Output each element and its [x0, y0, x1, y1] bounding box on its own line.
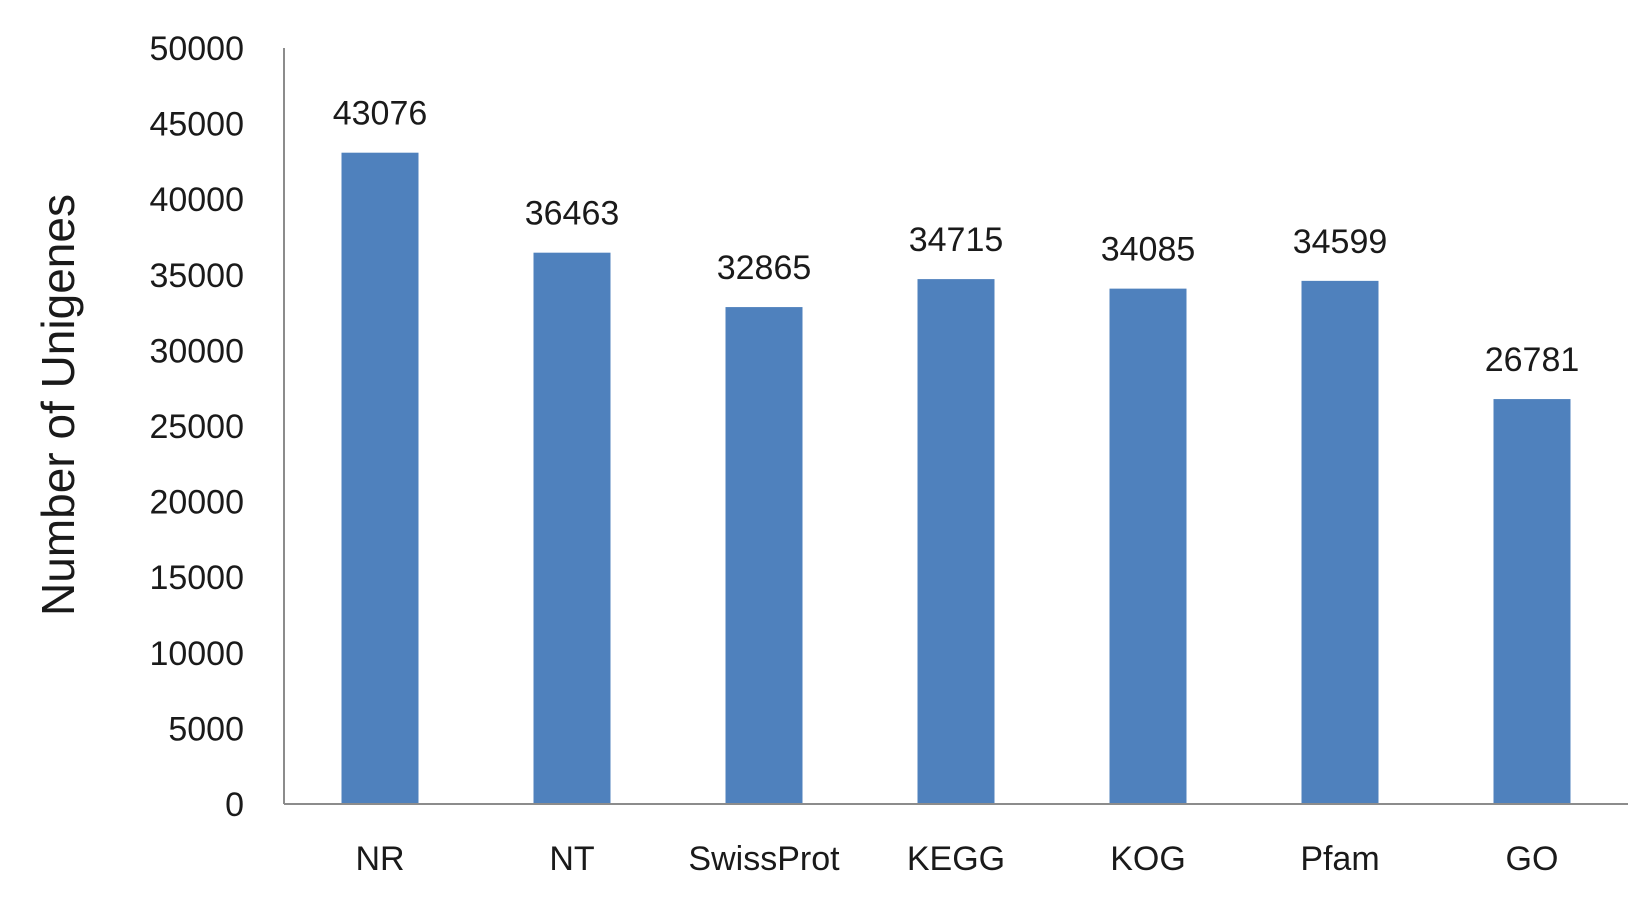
y-tick-label: 25000: [149, 408, 244, 446]
y-tick-label: 0: [225, 786, 244, 824]
data-label: 26781: [1485, 341, 1580, 379]
y-axis-title: Number of Unigenes: [32, 194, 84, 616]
y-tick-label: 40000: [149, 181, 244, 219]
data-label: 34715: [909, 221, 1004, 259]
y-tick-label: 30000: [149, 332, 244, 370]
x-tick-label: GO: [1506, 840, 1559, 878]
y-tick-label: 45000: [149, 106, 244, 144]
x-tick-label: SwissProt: [688, 840, 840, 878]
data-label: 32865: [717, 249, 812, 287]
y-axis-ticks: 0 5000 10000 15000 20000 25000 30000 35000 40000…: [149, 30, 244, 824]
y-tick-label: 50000: [149, 30, 244, 68]
bar-nr: [341, 152, 419, 804]
y-tick-label: 35000: [149, 257, 244, 295]
data-label: 34085: [1101, 231, 1196, 269]
y-tick-label: 5000: [168, 710, 244, 748]
bar-pfam: [1301, 280, 1379, 804]
bar-swissprot: [725, 307, 803, 804]
bar-kegg: [917, 279, 995, 804]
x-tick-label: NR: [355, 840, 404, 878]
x-axis-ticks: NR NT SwissProt KEGG KOG Pfam GO: [355, 840, 1558, 878]
x-tick-label: NT: [549, 840, 594, 878]
data-label: 36463: [525, 195, 620, 233]
data-label: 43076: [333, 95, 428, 133]
x-tick-label: KOG: [1110, 840, 1186, 878]
data-label: 34599: [1293, 223, 1388, 261]
data-labels: 43076 36463 32865 34715 34085 34599 26781: [333, 95, 1580, 379]
x-tick-label: Pfam: [1300, 840, 1379, 878]
x-tick-label: KEGG: [907, 840, 1005, 878]
bar-go: [1493, 399, 1571, 804]
bar-kog: [1109, 288, 1187, 805]
bar-nt: [533, 252, 611, 804]
y-tick-label: 10000: [149, 635, 244, 673]
y-tick-label: 15000: [149, 559, 244, 597]
y-tick-label: 20000: [149, 484, 244, 522]
bars: [341, 152, 1571, 805]
